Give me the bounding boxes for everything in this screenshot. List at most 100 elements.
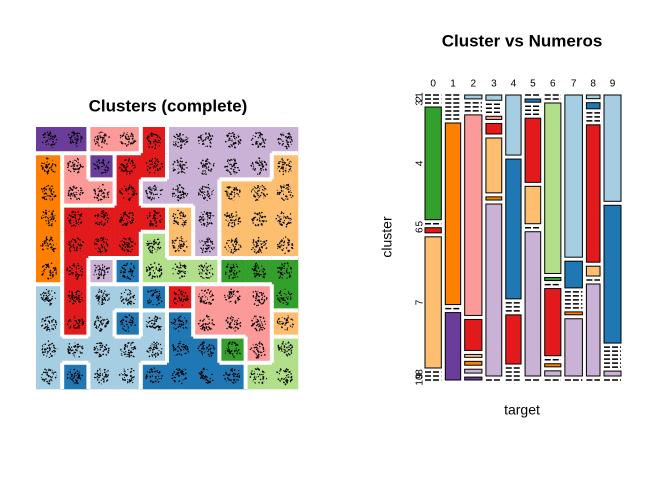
som-cell	[114, 179, 142, 206]
som-cell	[36, 231, 63, 259]
mosaic-cell	[485, 203, 503, 377]
som-cell	[245, 231, 273, 259]
digit-glyph	[172, 340, 190, 356]
digit-glyph	[250, 131, 267, 148]
digit-glyph	[171, 262, 189, 279]
som-cell	[62, 362, 89, 390]
digit-glyph	[40, 368, 57, 385]
som-cell	[167, 362, 194, 390]
digit-glyph	[119, 132, 137, 147]
digit-glyph	[40, 315, 58, 332]
x-tick-label: 9	[610, 79, 616, 90]
mosaic-cell	[544, 370, 562, 377]
mosaic-cell	[464, 318, 483, 351]
som-cell	[140, 179, 168, 206]
som-cell	[271, 127, 299, 154]
mosaic-cell	[464, 353, 483, 358]
som-cell	[193, 258, 220, 285]
som-cell	[140, 362, 168, 390]
som-cell	[219, 258, 246, 285]
mosaic-cell	[564, 318, 583, 377]
mosaic-cell	[564, 311, 583, 316]
som-cell	[193, 127, 220, 154]
digit-glyph	[224, 263, 241, 279]
som-cell	[193, 205, 220, 233]
y-tick-label: 3	[415, 100, 426, 106]
digit-glyph	[41, 262, 58, 280]
mosaic-cell	[505, 94, 522, 156]
digit-glyph	[67, 237, 85, 253]
som-cell	[245, 179, 273, 206]
y-tick-label: 8	[415, 369, 426, 375]
digit-glyph	[173, 289, 189, 306]
digit-glyph	[251, 262, 267, 280]
som-cell	[114, 205, 142, 233]
som-cell	[219, 127, 246, 154]
mosaic-cell	[464, 94, 483, 100]
digit-glyph	[197, 158, 215, 176]
som-cell	[245, 284, 273, 311]
som-cell	[245, 153, 273, 180]
digit-glyph	[67, 290, 84, 305]
som-cell	[36, 258, 63, 285]
digit-glyph	[224, 341, 241, 359]
som-cell	[140, 127, 168, 154]
som-cell	[114, 127, 142, 154]
som-cell	[88, 362, 115, 390]
mosaic-cell	[424, 106, 442, 221]
digit-glyph	[67, 342, 84, 358]
digit-glyph	[93, 368, 110, 385]
y-tick-label: 5	[415, 220, 426, 226]
y-tick-label: 1	[415, 92, 426, 98]
y-tick-label: 4	[415, 160, 426, 166]
mosaic-cell	[603, 370, 622, 377]
som-cell	[245, 258, 273, 285]
digit-glyph	[275, 211, 293, 228]
digit-glyph	[119, 341, 137, 358]
digit-glyph	[93, 342, 110, 358]
som-cell	[271, 362, 299, 390]
digit-glyph	[276, 368, 293, 386]
mosaic-cell	[464, 114, 483, 316]
digit-glyph	[95, 288, 110, 306]
digit-glyph	[277, 341, 294, 357]
digit-glyph	[170, 315, 188, 332]
digit-glyph	[276, 262, 293, 279]
y-tick-label: 2	[415, 96, 426, 102]
mosaic-cell	[564, 260, 583, 289]
som-cell	[62, 258, 89, 285]
som-cell	[140, 205, 168, 233]
mosaic-cell	[485, 94, 503, 101]
som-cell	[62, 127, 89, 154]
mosaic-cell	[524, 185, 542, 225]
digit-glyph	[67, 185, 84, 201]
digit-glyph	[40, 157, 57, 175]
mosaic-cell	[585, 124, 601, 263]
som-cell	[114, 362, 142, 390]
som-cell	[245, 205, 273, 233]
digit-glyph	[197, 288, 215, 305]
x-tick-label: 0	[430, 79, 436, 90]
som-cell	[271, 258, 299, 285]
digit-glyph	[276, 288, 293, 306]
digit-glyph	[172, 157, 188, 175]
x-tick-label: 6	[550, 79, 556, 90]
digit-glyph	[252, 290, 268, 307]
som-cell	[140, 258, 168, 285]
som-cell	[271, 153, 299, 180]
mosaic-cell	[505, 158, 522, 300]
x-tick-label: 2	[471, 79, 477, 90]
mosaic-cell	[485, 137, 503, 194]
som-cell	[88, 258, 115, 285]
digit-glyph	[40, 184, 57, 201]
som-cell	[271, 179, 299, 206]
digit-glyph	[118, 237, 136, 253]
digit-glyph	[224, 131, 242, 149]
digit-glyph	[198, 367, 214, 385]
mosaic-cell	[485, 115, 503, 120]
digit-glyph	[276, 236, 294, 255]
mosaic-title: Cluster vs Numeros	[442, 31, 603, 50]
x-tick-label: 3	[491, 79, 497, 90]
digit-glyph	[93, 183, 110, 202]
digit-glyph	[224, 158, 241, 175]
